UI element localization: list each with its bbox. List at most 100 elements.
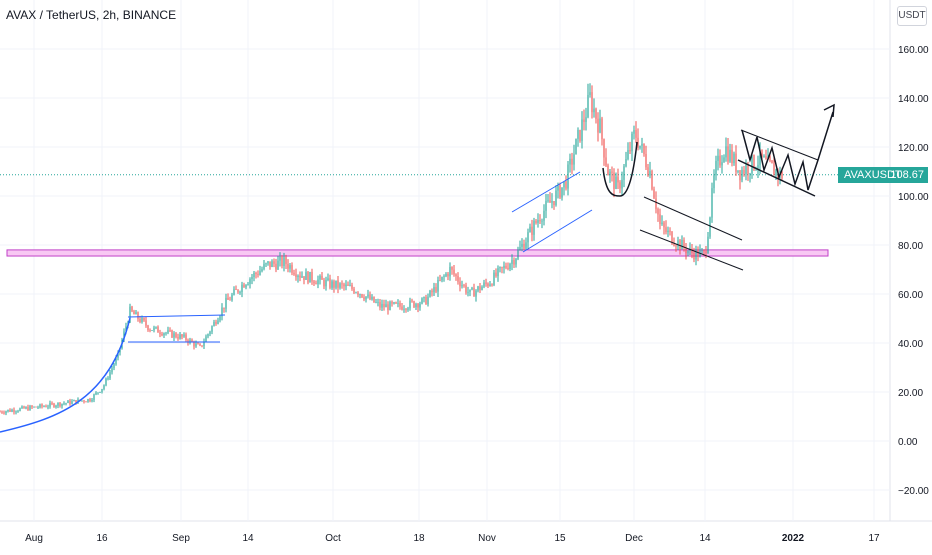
candle-body	[277, 260, 279, 270]
candle-body	[111, 368, 113, 373]
candle-body	[573, 154, 575, 165]
candle-body	[189, 339, 191, 343]
candle-body	[99, 391, 101, 393]
candle-body	[695, 249, 697, 260]
candle-body	[67, 400, 69, 404]
candle-body	[611, 171, 613, 173]
candle-body	[671, 231, 673, 244]
candle-body	[667, 230, 669, 232]
candle-body	[153, 327, 155, 331]
candle-body	[167, 330, 169, 333]
y-tick-label: 140.00	[898, 94, 929, 105]
candle-body	[715, 160, 717, 176]
candle-body	[1, 411, 3, 413]
candle-body	[605, 157, 607, 166]
candle-body	[231, 294, 233, 301]
candle-body	[489, 284, 491, 286]
candle-body	[155, 326, 157, 328]
candle-body	[151, 330, 153, 331]
candle-body	[157, 326, 159, 333]
candle-body	[745, 165, 747, 174]
x-tick-label: Aug	[25, 533, 43, 544]
candle-body	[303, 276, 305, 280]
candle-body	[373, 296, 375, 303]
candle-body	[119, 348, 121, 353]
candle-body	[735, 153, 737, 172]
candle-body	[205, 336, 207, 342]
candle-body	[285, 257, 287, 265]
candle-body	[681, 239, 683, 250]
currency-button[interactable]: USDT	[897, 6, 927, 26]
candle-body	[63, 403, 65, 405]
candle-body	[59, 402, 61, 407]
x-tick-label: 2022	[782, 533, 805, 544]
candle-body	[29, 406, 31, 411]
candle-body	[195, 343, 197, 347]
y-tick-label: −20.00	[898, 486, 929, 497]
candle-body	[759, 149, 761, 165]
candle-body	[751, 155, 753, 174]
candle-body	[603, 139, 605, 158]
candle-body	[281, 257, 283, 266]
y-tick-label: 20.00	[898, 388, 923, 399]
last-price-tag: AVAXUSDT 108.67	[838, 167, 928, 183]
candle-body	[85, 401, 87, 403]
candle-body	[295, 274, 297, 278]
candle-body	[411, 300, 413, 302]
candle-body	[323, 279, 325, 287]
candle-body	[389, 301, 391, 311]
candle-body	[61, 403, 63, 407]
candle-body	[771, 160, 773, 164]
candle-body	[403, 308, 405, 310]
candle-body	[89, 399, 91, 402]
candle-body	[213, 321, 215, 327]
candle-body	[515, 258, 517, 265]
candle-body	[175, 333, 177, 338]
candle-body	[765, 156, 767, 159]
candle-body	[499, 267, 501, 269]
candle-body	[635, 129, 637, 138]
parabolic-curve	[0, 317, 131, 433]
candle-body	[75, 400, 77, 404]
candle-body	[541, 220, 543, 222]
candle-body	[435, 287, 437, 292]
candle-body	[729, 149, 731, 162]
candle-body	[93, 394, 95, 400]
candle-body	[749, 173, 751, 175]
candle-body	[169, 330, 171, 332]
candle-body	[235, 289, 237, 291]
candle-body	[527, 232, 529, 243]
candle-body	[585, 117, 587, 122]
last-price-symbol: AVAXUSDT	[844, 169, 902, 181]
candle-body	[359, 294, 361, 295]
range-top-line	[127, 314, 226, 318]
candle-body	[181, 334, 183, 337]
candle-body	[549, 200, 551, 203]
candle-body	[185, 334, 187, 340]
candle-body	[273, 261, 275, 264]
candle-body	[407, 308, 409, 310]
candle-body	[417, 304, 419, 308]
candle-body	[445, 273, 447, 277]
candle-body	[187, 339, 189, 343]
projection-arrow-head	[823, 103, 835, 118]
candle-body	[607, 165, 609, 176]
candle-body	[337, 280, 339, 288]
candle-body	[191, 339, 193, 342]
candle-body	[107, 378, 109, 380]
candle-body	[13, 409, 15, 413]
y-tick-label: 100.00	[898, 192, 929, 203]
candle-body	[351, 285, 353, 289]
candle-body	[401, 306, 403, 310]
candle-body	[631, 133, 633, 152]
candle-body	[463, 285, 465, 287]
candle-body	[279, 257, 281, 261]
candle-body	[291, 265, 293, 273]
candle-body	[395, 302, 397, 304]
candle-body	[697, 249, 699, 257]
candle-body	[675, 245, 677, 247]
x-tick-label: 15	[554, 533, 566, 544]
channel-lower-line	[522, 209, 593, 253]
